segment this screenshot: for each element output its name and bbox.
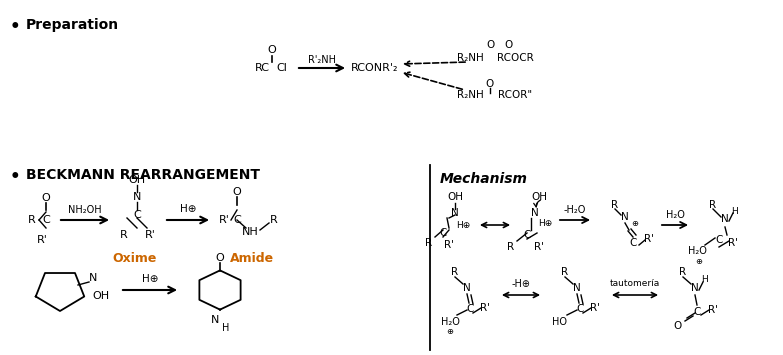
Text: -H₂O: -H₂O	[564, 205, 586, 215]
Text: R': R'	[728, 238, 738, 248]
Text: H⊕: H⊕	[142, 274, 158, 284]
Text: R: R	[425, 238, 432, 248]
Text: R': R'	[644, 234, 654, 244]
Text: N: N	[133, 192, 141, 202]
Text: Cl: Cl	[276, 63, 287, 73]
Text: R: R	[680, 267, 687, 277]
Text: HO: HO	[553, 317, 568, 327]
Text: C: C	[133, 210, 141, 220]
Text: O: O	[233, 187, 241, 197]
Text: R: R	[120, 230, 128, 240]
Text: R₂NH: R₂NH	[456, 90, 483, 100]
Text: R: R	[709, 200, 716, 210]
Text: N: N	[621, 212, 629, 222]
Text: H₂O: H₂O	[441, 317, 460, 327]
Text: H: H	[731, 207, 738, 215]
Text: OH: OH	[447, 192, 463, 202]
Text: N: N	[721, 214, 729, 224]
Text: N: N	[573, 283, 581, 293]
Text: R': R'	[590, 303, 600, 313]
Text: RCOCR: RCOCR	[496, 53, 533, 63]
Text: ⊕: ⊕	[695, 257, 702, 266]
Text: R': R'	[218, 215, 229, 225]
Text: C: C	[42, 215, 50, 225]
Text: Amide: Amide	[230, 251, 274, 264]
Text: O: O	[41, 193, 50, 203]
Text: O: O	[674, 321, 682, 331]
Text: Oxime: Oxime	[113, 251, 157, 264]
Text: R₂NH: R₂NH	[456, 53, 483, 63]
Text: C: C	[630, 238, 637, 248]
Text: R': R'	[480, 303, 490, 313]
Text: RCOR": RCOR"	[498, 90, 532, 100]
Text: ⊕: ⊕	[446, 328, 453, 337]
Text: RCONR'₂: RCONR'₂	[352, 63, 399, 73]
Text: C: C	[233, 215, 241, 225]
Text: R': R'	[37, 235, 48, 245]
Text: R': R'	[444, 240, 454, 250]
Text: H⊕: H⊕	[538, 218, 552, 228]
Text: N: N	[211, 315, 219, 324]
Text: tautomería: tautomería	[610, 279, 660, 289]
Text: H: H	[222, 323, 229, 333]
Text: Preparation: Preparation	[26, 18, 119, 32]
Text: O: O	[268, 45, 276, 55]
Text: N: N	[463, 283, 471, 293]
Text: O: O	[215, 253, 225, 263]
Text: N: N	[451, 208, 459, 218]
Text: H₂O: H₂O	[687, 246, 706, 256]
Text: N: N	[88, 273, 97, 283]
Text: R: R	[507, 242, 514, 252]
Text: R: R	[561, 267, 568, 277]
Text: NH₂OH: NH₂OH	[68, 205, 102, 215]
Text: •: •	[10, 18, 20, 36]
Text: H⊕: H⊕	[456, 220, 470, 229]
Text: C: C	[716, 235, 723, 245]
Text: C: C	[439, 228, 446, 238]
Text: C: C	[523, 230, 531, 240]
Text: R': R'	[145, 230, 156, 240]
Text: R: R	[612, 200, 619, 210]
Text: Mechanism: Mechanism	[440, 172, 528, 186]
Text: OH: OH	[128, 175, 146, 185]
Text: OH: OH	[531, 192, 547, 202]
Text: R: R	[270, 215, 278, 225]
Text: ⊕: ⊕	[632, 218, 638, 228]
Text: •: •	[10, 168, 20, 186]
Text: BECKMANN REARRANGEMENT: BECKMANN REARRANGEMENT	[26, 168, 260, 182]
Text: N: N	[691, 283, 699, 293]
Text: H⊕: H⊕	[180, 204, 197, 214]
Text: RC: RC	[254, 63, 269, 73]
Text: O: O	[486, 79, 494, 89]
Text: OH: OH	[92, 291, 110, 301]
Text: R: R	[28, 215, 36, 225]
Text: O   O: O O	[487, 40, 513, 50]
Text: -H⊕: -H⊕	[511, 279, 531, 289]
Text: H₂O: H₂O	[666, 210, 684, 220]
Text: H: H	[702, 275, 709, 284]
Text: C: C	[576, 304, 583, 314]
Text: C: C	[467, 304, 474, 314]
Text: N: N	[531, 208, 539, 218]
Text: R: R	[452, 267, 459, 277]
Text: R'₂NH: R'₂NH	[308, 55, 336, 65]
Text: NH: NH	[242, 227, 258, 237]
Text: R': R'	[708, 305, 718, 315]
Text: R': R'	[534, 242, 544, 252]
Text: C: C	[693, 307, 701, 317]
